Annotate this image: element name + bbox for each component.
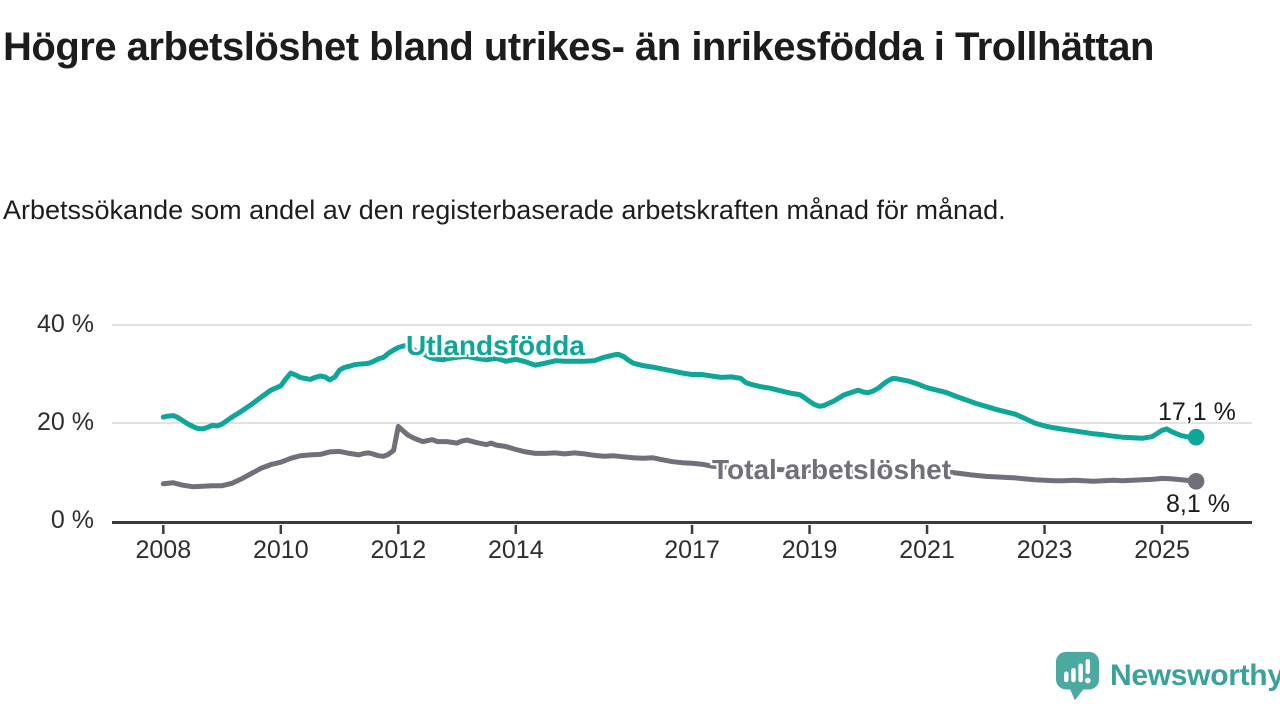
y-tick-label: 20 % — [37, 408, 94, 436]
x-tick-label: 2025 — [1134, 536, 1190, 564]
chart-subtitle: Arbetssökande som andel av den registerb… — [3, 195, 1006, 225]
newsworthy-logo-text: Newsworthy — [1110, 659, 1280, 692]
y-tick-label: 40 % — [37, 310, 94, 338]
x-tick-label: 2008 — [135, 536, 192, 564]
newsworthy-speech-bubble-chart-icon — [1056, 651, 1099, 701]
line-series — [160, 342, 1199, 441]
y-tick-label: 0 % — [50, 506, 94, 534]
x-tick-label: 2017 — [664, 536, 720, 564]
end-value-label-utlandsfodda: 17,1 % — [1158, 398, 1236, 426]
end-value-label-total: 8,1 % — [1166, 490, 1230, 518]
series-end-dot — [1187, 473, 1205, 490]
line-series — [160, 423, 1199, 490]
series-end-dot — [1187, 428, 1205, 446]
newsworthy-logo[interactable]: Newsworthy — [1056, 651, 1280, 701]
x-tick-label: 2014 — [487, 536, 544, 564]
x-tick-label: 2019 — [781, 536, 838, 564]
x-tick-label: 2012 — [370, 536, 427, 564]
series-label-total-arbetsloshet: Total arbetslöshet — [712, 454, 952, 485]
x-tick-label: 2021 — [899, 536, 955, 564]
x-tick-label: 2010 — [252, 536, 309, 564]
series-label-utlandsfodda: Utlandsfödda — [406, 330, 585, 361]
x-tick-label: 2023 — [1016, 536, 1073, 564]
page-title: Högre arbetslöshet bland utrikes- än inr… — [3, 25, 1154, 69]
